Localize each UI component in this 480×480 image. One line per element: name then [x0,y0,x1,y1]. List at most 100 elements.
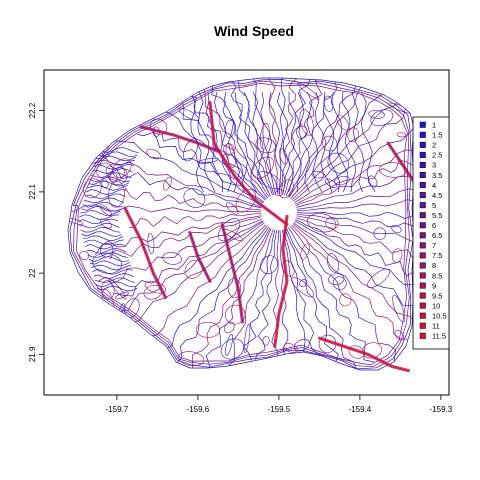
terrain-contour [182,103,267,200]
wind-ridge-line [139,125,220,153]
terrain-contour [288,91,302,193]
terrain-contour [306,91,323,193]
terrain-contour [294,78,414,204]
contour-loop [226,202,239,215]
contour-loop [74,125,88,147]
contour-loop [311,170,325,179]
legend-label: 7.5 [432,251,442,260]
contour-loop [223,321,235,334]
legend-label: 2.5 [432,151,442,160]
contour-loop [307,213,337,233]
legend-swatch [419,312,426,319]
terrain-contour [351,91,365,193]
terrain-contour [85,193,126,200]
legend-swatch [419,302,426,309]
terrain-contour [314,91,333,193]
legend-label: 7 [432,241,436,250]
terrain-contour [87,252,128,258]
terrain-contour [137,131,264,204]
legend-label: 9 [432,281,436,290]
terrain-contour [81,206,122,212]
contour-loop [243,323,251,354]
terrain-contour [97,285,138,292]
y-tick-label: 22.1 [28,184,37,200]
terrain-contour [206,91,223,193]
terrain-contour [295,118,414,205]
legend-swatch [419,272,426,279]
coastline-contour [73,80,410,368]
y-tick-label: 22.2 [28,102,37,118]
wind-ridge-line [188,230,212,283]
contour-loop [235,189,256,213]
contour-loop [100,242,114,258]
contour-loop [225,334,233,356]
terrain-contour [189,95,269,199]
contour-loop [163,176,172,191]
terrain-contour [93,163,134,170]
contour-loop [99,204,112,217]
terrain-contour [292,223,414,370]
terrain-contour [88,256,129,263]
terrain-contour [214,91,232,193]
legend-swatch [419,192,426,199]
legend-label: 5.5 [432,211,442,220]
terrain-contour [222,78,273,196]
terrain-contour [82,235,123,241]
legend-label: 5 [432,201,436,210]
contour-loop [339,293,352,307]
terrain-contour [77,218,119,225]
terrain-contour [296,167,414,210]
legend-items: 11.522.533.544.555.566.577.588.599.51010… [419,121,447,341]
terrain-contour [282,78,311,195]
x-tick-label: -159.4 [349,405,372,414]
terrain-contour [198,78,271,197]
terrain-contour [162,226,269,370]
legend-swatch [419,222,426,229]
contour-loop [318,334,337,354]
contour-loop [225,119,235,138]
legend-label: 4 [432,181,436,190]
contour-loop [147,232,155,254]
y-axis: 21.9 22 22.1 22.2 [28,102,45,362]
terrain-contour [83,239,125,246]
island-contours [67,77,415,371]
wind-ridge-edge [209,102,288,225]
terrain-contour [284,78,325,196]
contour-loop [68,217,84,225]
contour-loop [99,121,108,140]
terrain-contour [293,222,414,330]
terrain-contour [360,91,376,193]
terrain-contour [109,216,262,260]
terrain-contour [290,78,414,199]
terrain-contour [279,78,293,195]
legend-label: 2 [432,141,436,150]
terrain-contour [95,215,262,255]
terrain-contour [198,91,216,193]
terrain-contour [295,158,414,207]
contour-loop [327,152,350,174]
contour-loop [394,329,404,341]
contour-loop [252,156,274,179]
wind-ridge-edge [319,337,409,371]
terrain-contour [94,277,135,284]
legend-label: 1 [432,121,436,130]
terrain-contour [279,230,295,370]
legend-label: 8.5 [432,271,442,280]
contour-loop [386,80,401,91]
terrain-contour [86,247,127,254]
terrain-contour [287,78,391,197]
terrain-contour [323,91,341,193]
wind-ridge-edge [124,207,166,298]
terrain-contour [330,91,348,193]
terrain-contour [114,220,264,297]
wind-ridge-edge [221,224,243,322]
wind-ridge-edge [141,126,219,152]
terrain-contour [255,229,277,369]
terrain-contour [295,217,414,271]
terrain-contour [288,227,374,363]
terrain-contour [252,91,270,193]
terrain-contour [285,78,362,196]
terrain-contour [294,220,414,321]
terrain-contour [93,273,134,279]
contour-loop [392,248,403,263]
